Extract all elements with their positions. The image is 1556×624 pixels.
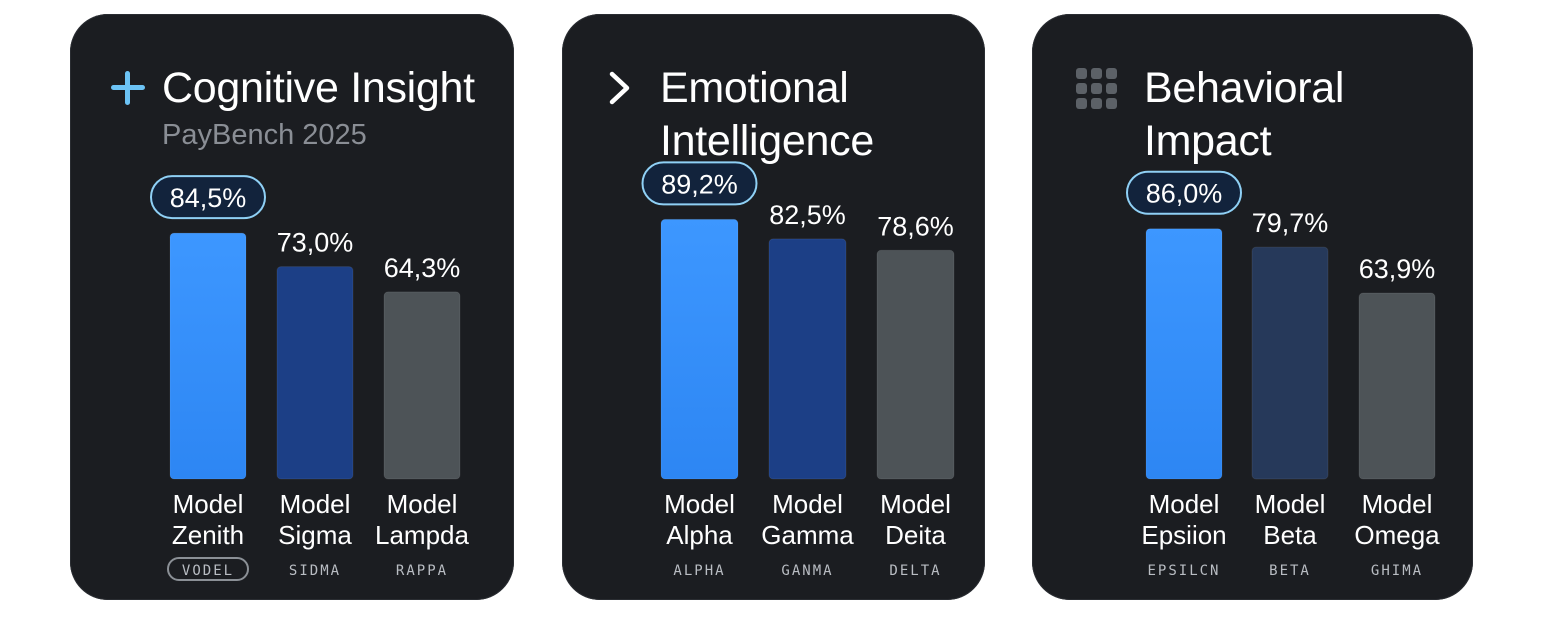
value-pill [1126, 170, 1242, 215]
category-label: Gamma [761, 520, 854, 550]
chart-card-emotional-intelligence: Emotional Intelligence 89,2% Model Alpha AL… [562, 14, 985, 600]
bar-value-label: 73,0% [277, 228, 354, 258]
category-sublabel: RAPPA [396, 563, 448, 579]
chart-title: Cognitive Insight [162, 64, 475, 112]
chart-title: Behavioral Impact [1144, 64, 1345, 165]
category-label: Deita [885, 520, 946, 550]
chart-subtitle: PayBench 2025 [162, 119, 367, 151]
category-sublabel: VODEL [182, 563, 234, 579]
category-sublabel: DELTA [889, 563, 941, 579]
bar [1358, 292, 1436, 480]
plus-icon [108, 68, 148, 108]
category-label: Model [1362, 489, 1433, 519]
category-sublabel: GHIMA [1371, 563, 1423, 579]
bar [768, 238, 847, 480]
value-pill [150, 175, 266, 220]
category-label: Model [664, 489, 735, 519]
category-label: Lampda [375, 520, 469, 550]
category-label: Model [1255, 489, 1326, 519]
bar-chart: 84,5%ModelZenithVODEL73,0%ModelSigmaSIDM… [150, 175, 470, 581]
category-sublabel: ALPHA [673, 563, 725, 579]
bar-value-label: 79,7% [1252, 208, 1329, 238]
chart-card-cognitive-insight: Cognitive Insight PayBench 2025 84,5% Mod… [70, 14, 514, 600]
bar-value-label: 84,5% [170, 183, 247, 213]
bar-chart: 86,0%ModelEpsiionEPSILCN79,7%ModelBetaBE… [1126, 170, 1440, 579]
category-label: Zenith [172, 520, 244, 550]
chart-card-behavioral-impact: Behavioral Impact 86,0% Model Epsiion EPSIL… [1032, 14, 1473, 600]
bar [383, 291, 461, 480]
grid-icon [1074, 66, 1120, 112]
bar-value-label: 64,3% [384, 253, 461, 283]
bar-value-label: 86,0% [1146, 179, 1223, 209]
category-sublabel: BETA [1269, 563, 1311, 579]
value-pill [641, 161, 758, 206]
chevron-right-icon [600, 68, 640, 108]
sublabel-pill [167, 557, 249, 581]
bar-chart: 89,2%ModelAlphaALPHA82,5%ModelGammaGANMA… [641, 161, 955, 579]
bar-value-label: 89,2% [661, 169, 738, 199]
category-label: Model [387, 489, 458, 519]
category-label: Epsiion [1141, 520, 1226, 550]
category-sublabel: SIDMA [289, 563, 341, 579]
bar [876, 249, 955, 480]
category-label: Model [280, 489, 351, 519]
bar [276, 266, 354, 480]
category-label: Model [1149, 489, 1220, 519]
category-sublabel: GANMA [781, 563, 833, 579]
category-label: Omega [1354, 520, 1440, 550]
category-label: Alpha [666, 520, 733, 550]
category-label: Model [880, 489, 951, 519]
bar [1145, 228, 1223, 480]
category-label: Model [173, 489, 244, 519]
bar [1251, 246, 1329, 480]
category-label: Sigma [278, 520, 352, 550]
chart-title: Emotional Intelligence [660, 64, 874, 165]
bar [660, 218, 739, 480]
bar-value-label: 63,9% [1359, 254, 1436, 284]
bar [169, 232, 247, 480]
category-label: Beta [1263, 520, 1317, 550]
bar-value-label: 82,5% [769, 200, 846, 230]
category-label: Model [772, 489, 843, 519]
bar-value-label: 78,6% [877, 211, 954, 241]
category-sublabel: EPSILCN [1147, 563, 1220, 579]
